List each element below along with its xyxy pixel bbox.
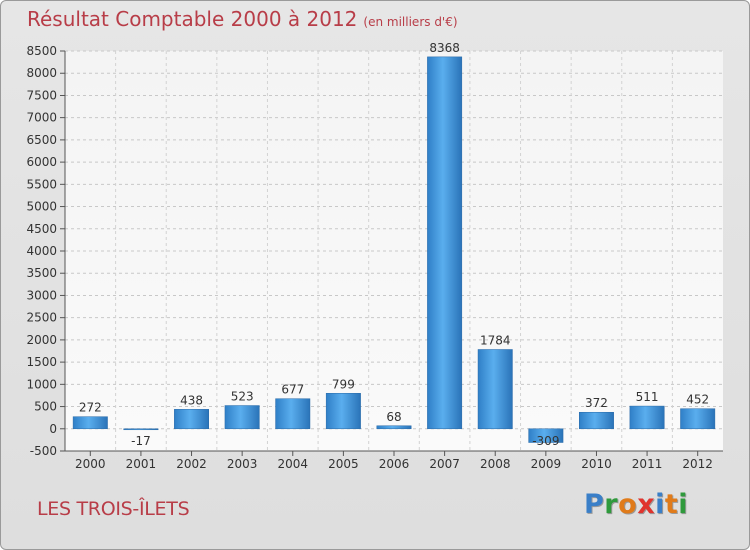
x-tick-label: 2010 <box>581 457 612 471</box>
y-tick-label: 7500 <box>26 88 57 102</box>
x-tick-label: 2006 <box>379 457 410 471</box>
logo-letter: x <box>637 489 656 520</box>
x-tick-label: 2000 <box>75 457 106 471</box>
data-label: -17 <box>131 434 151 448</box>
x-tick-label: 2002 <box>176 457 207 471</box>
logo-letter: o <box>618 489 638 520</box>
bar-2001 <box>123 428 159 431</box>
x-tick-label: 2003 <box>227 457 258 471</box>
bar-2000 <box>72 416 108 430</box>
data-label: -309 <box>532 434 559 448</box>
y-tick-label: -500 <box>30 444 57 458</box>
bar-2007 <box>427 56 463 430</box>
chart-subtitle: (en milliers d'€) <box>363 15 458 29</box>
y-tick-label: 1500 <box>26 355 57 369</box>
y-tick-label: 0 <box>49 422 57 436</box>
y-tick-label: 1000 <box>26 377 57 391</box>
x-tick-label: 2012 <box>682 457 713 471</box>
y-tick-label: 3500 <box>26 266 57 280</box>
bar-2004 <box>275 398 311 430</box>
y-tick-label: 4500 <box>26 222 57 236</box>
y-tick-label: 6000 <box>26 155 57 169</box>
y-tick-label: 2500 <box>26 311 57 325</box>
y-tick-label: 500 <box>34 400 57 414</box>
data-label: 511 <box>636 390 659 404</box>
data-label: 799 <box>332 377 355 391</box>
y-tick-label: 7000 <box>26 111 57 125</box>
chart-title-text: Résultat Comptable 2000 à 2012 <box>27 7 358 31</box>
bar-2008 <box>477 349 513 430</box>
bar-2011 <box>629 405 665 430</box>
x-tick-label: 2001 <box>126 457 157 471</box>
proxiti-logo: Proxiti <box>584 489 688 520</box>
x-tick-label: 2005 <box>328 457 359 471</box>
data-label: 452 <box>686 393 709 407</box>
x-tick-label: 2011 <box>632 457 663 471</box>
bar-2002 <box>174 409 209 430</box>
data-label: 272 <box>79 401 102 415</box>
y-tick-label: 6500 <box>26 133 57 147</box>
y-tick-label: 4000 <box>26 244 57 258</box>
bar-2006 <box>376 425 412 430</box>
y-tick-label: 5500 <box>26 177 57 191</box>
y-tick-label: 8500 <box>26 44 57 58</box>
y-tick-label: 2000 <box>26 333 57 347</box>
data-label: 677 <box>281 383 304 397</box>
logo-letter: P <box>584 489 605 520</box>
data-label: 523 <box>231 390 254 404</box>
bar-2010 <box>579 411 614 430</box>
y-tick-label: 3000 <box>26 288 57 302</box>
logo-letter: i <box>655 489 665 520</box>
bar-2009 <box>528 428 564 443</box>
data-label: 68 <box>386 410 401 424</box>
bar-2012 <box>680 408 716 430</box>
commune-name: LES TROIS-ÎLETS <box>37 498 190 520</box>
data-label: 1784 <box>480 333 511 347</box>
data-label: 8368 <box>429 41 460 55</box>
bar-2005 <box>325 393 361 430</box>
logo-letter: i <box>678 489 689 520</box>
x-tick-label: 2009 <box>531 457 562 471</box>
x-tick-label: 2007 <box>429 457 460 471</box>
x-tick-label: 2008 <box>480 457 511 471</box>
data-label: 438 <box>180 393 203 407</box>
logo-letter: t <box>664 489 679 520</box>
x-tick-label: 2004 <box>277 457 308 471</box>
chart-title: Résultat Comptable 2000 à 2012 (en millie… <box>27 7 458 31</box>
bar-2003 <box>224 405 260 430</box>
logo-letter: r <box>604 489 619 520</box>
y-tick-label: 5000 <box>26 200 57 214</box>
data-label: 372 <box>585 396 608 410</box>
y-tick-label: 8000 <box>26 66 57 80</box>
